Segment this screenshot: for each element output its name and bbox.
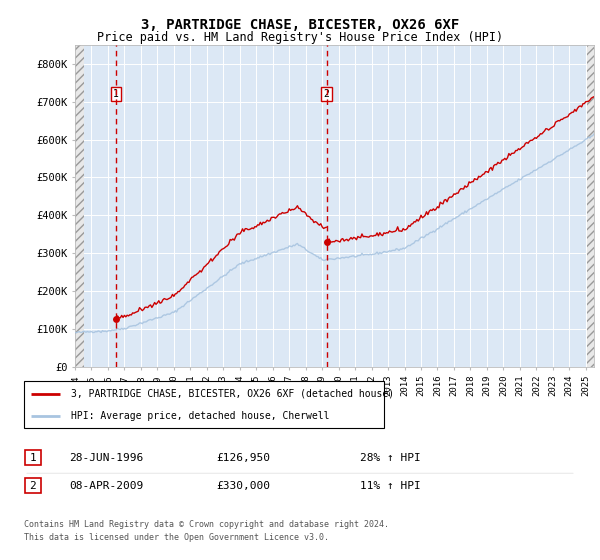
Text: 3, PARTRIDGE CHASE, BICESTER, OX26 6XF (detached house): 3, PARTRIDGE CHASE, BICESTER, OX26 6XF (…	[71, 389, 394, 399]
Bar	[75, 45, 84, 367]
Text: 2: 2	[323, 89, 329, 99]
Text: 11% ↑ HPI: 11% ↑ HPI	[360, 480, 421, 491]
Text: This data is licensed under the Open Government Licence v3.0.: This data is licensed under the Open Gov…	[24, 533, 329, 542]
Text: 1: 1	[29, 452, 37, 463]
Text: 3, PARTRIDGE CHASE, BICESTER, OX26 6XF: 3, PARTRIDGE CHASE, BICESTER, OX26 6XF	[141, 18, 459, 32]
Text: 28-JUN-1996: 28-JUN-1996	[69, 452, 143, 463]
Text: 1: 1	[113, 89, 119, 99]
Text: £126,950: £126,950	[216, 452, 270, 463]
Text: Contains HM Land Registry data © Crown copyright and database right 2024.: Contains HM Land Registry data © Crown c…	[24, 520, 389, 529]
Text: HPI: Average price, detached house, Cherwell: HPI: Average price, detached house, Cher…	[71, 410, 329, 421]
Text: 2: 2	[29, 480, 37, 491]
Text: Price paid vs. HM Land Registry's House Price Index (HPI): Price paid vs. HM Land Registry's House …	[97, 31, 503, 44]
Bar	[587, 45, 595, 367]
Text: £330,000: £330,000	[216, 480, 270, 491]
Text: 28% ↑ HPI: 28% ↑ HPI	[360, 452, 421, 463]
Text: 08-APR-2009: 08-APR-2009	[69, 480, 143, 491]
